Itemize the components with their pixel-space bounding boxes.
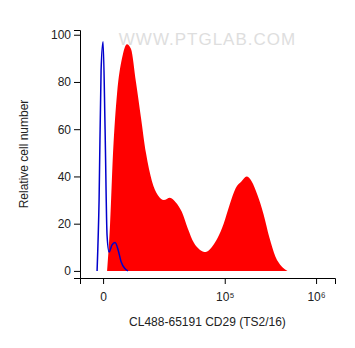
tick-label: 10⁶ xyxy=(307,290,325,304)
tick-label: 40 xyxy=(58,170,72,184)
x-tick: 10⁶ xyxy=(307,278,325,304)
y-tick: 20 xyxy=(58,217,80,231)
plot-area xyxy=(97,42,287,271)
tick-label: 100 xyxy=(51,28,71,42)
y-tick: 60 xyxy=(58,123,80,137)
y-tick: 40 xyxy=(58,170,80,184)
y-tick: 0 xyxy=(64,264,80,278)
y-tick: 100 xyxy=(51,28,80,42)
x-axis-title: CL488-65191 CD29 (TS2/16) xyxy=(129,315,286,329)
line xyxy=(97,42,128,271)
tick-label: 0 xyxy=(100,290,107,304)
tick-label: 10⁵ xyxy=(216,290,234,304)
chart: WWW.PTGLAB.COM 0 10⁵ 10⁶ 0 20 40 60 80 100 CL488-6… xyxy=(0,0,355,348)
y-axis-title: Relative cell number xyxy=(17,100,31,209)
y-tick: 80 xyxy=(58,75,80,89)
x-tick: 0 xyxy=(100,278,107,304)
tick-label: 20 xyxy=(58,217,72,231)
x-axis: 0 10⁵ 10⁶ xyxy=(81,278,336,304)
tick-mark xyxy=(74,82,80,83)
axis-line xyxy=(74,31,81,279)
tick-label: 80 xyxy=(58,75,72,89)
tick-mark xyxy=(74,176,80,177)
tick-label: 0 xyxy=(64,264,71,278)
tick-mark xyxy=(74,224,80,225)
tick-label: 60 xyxy=(58,123,72,137)
tick-mark xyxy=(74,35,80,36)
tick-mark xyxy=(225,278,226,284)
tick-mark xyxy=(74,271,80,272)
area xyxy=(107,44,287,271)
axis-line xyxy=(81,279,336,285)
x-tick: 10⁵ xyxy=(216,278,234,304)
y-axis: 0 20 40 60 80 100 xyxy=(51,28,81,278)
tick-mark xyxy=(316,278,317,284)
watermark: WWW.PTGLAB.COM xyxy=(119,30,296,49)
tick-mark xyxy=(74,129,80,130)
tick-mark xyxy=(103,278,104,284)
